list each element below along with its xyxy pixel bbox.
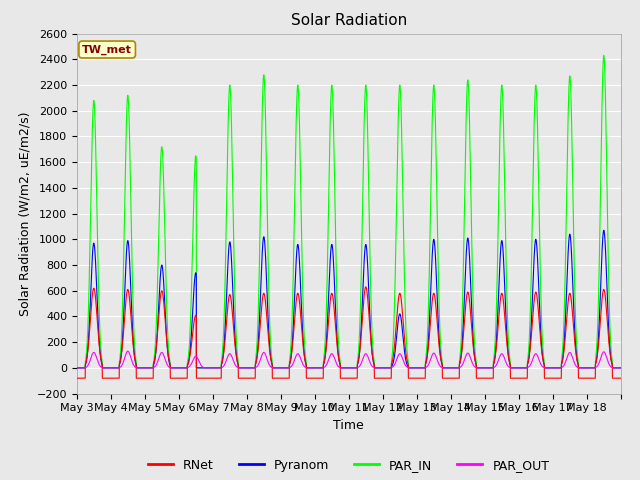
X-axis label: Time: Time (333, 419, 364, 432)
Text: TW_met: TW_met (82, 44, 132, 55)
Legend: RNet, Pyranom, PAR_IN, PAR_OUT: RNet, Pyranom, PAR_IN, PAR_OUT (143, 454, 554, 477)
Y-axis label: Solar Radiation (W/m2, uE/m2/s): Solar Radiation (W/m2, uE/m2/s) (18, 111, 31, 316)
Title: Solar Radiation: Solar Radiation (291, 13, 407, 28)
